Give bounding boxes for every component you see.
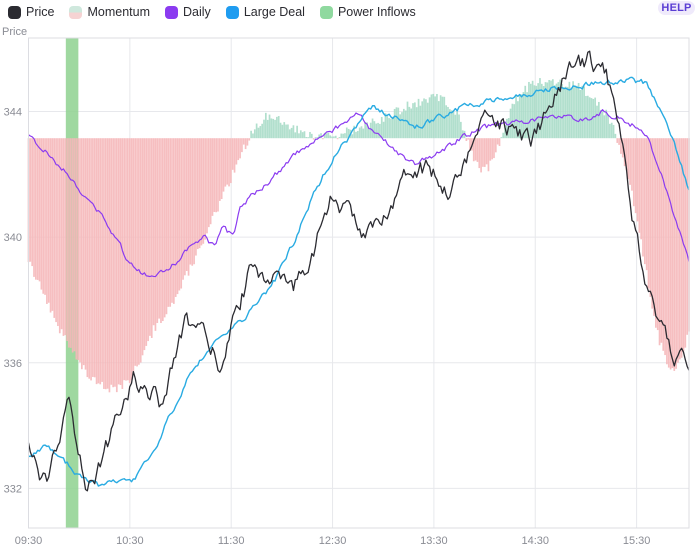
svg-text:14:30: 14:30 bbox=[521, 535, 549, 547]
svg-text:340: 340 bbox=[4, 232, 22, 244]
svg-text:332: 332 bbox=[4, 483, 22, 495]
svg-text:09:30: 09:30 bbox=[15, 535, 43, 547]
svg-text:12:30: 12:30 bbox=[319, 535, 347, 547]
svg-text:11:30: 11:30 bbox=[218, 535, 245, 547]
svg-text:13:30: 13:30 bbox=[420, 535, 448, 547]
svg-text:15:30: 15:30 bbox=[623, 535, 651, 547]
svg-text:344: 344 bbox=[4, 107, 22, 119]
svg-text:Price: Price bbox=[2, 26, 27, 38]
svg-text:336: 336 bbox=[4, 358, 22, 370]
svg-text:10:30: 10:30 bbox=[116, 535, 144, 547]
